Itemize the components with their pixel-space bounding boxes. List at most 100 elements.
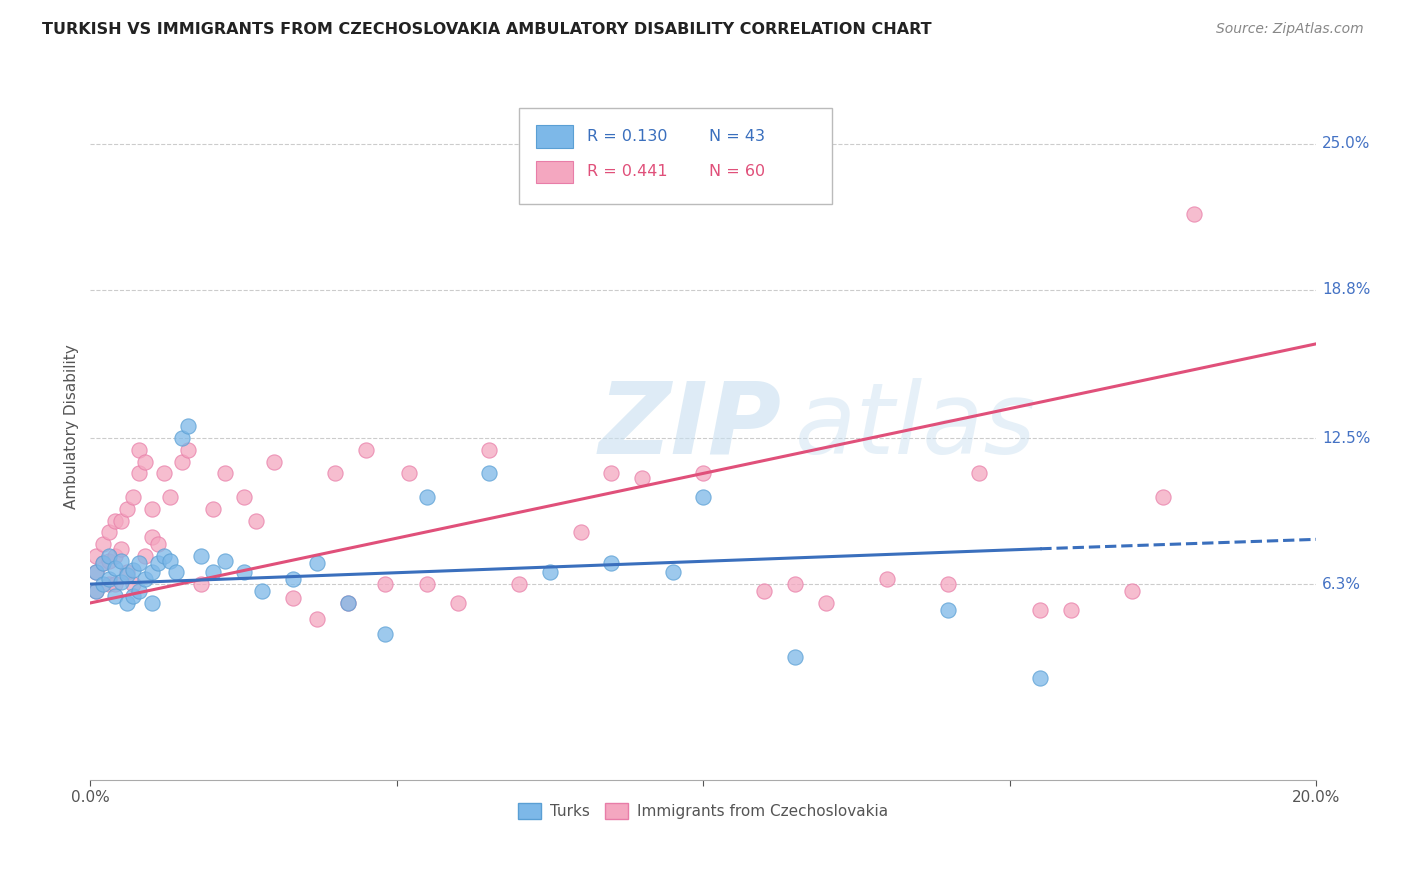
- Point: [661, 566, 683, 580]
- Point: [281, 573, 304, 587]
- Text: 25.0%: 25.0%: [1322, 136, 1371, 151]
- Point: [538, 566, 561, 580]
- Point: [122, 577, 145, 591]
- FancyBboxPatch shape: [537, 125, 574, 148]
- Point: [141, 566, 163, 580]
- Point: [91, 556, 114, 570]
- Point: [692, 490, 714, 504]
- Point: [134, 455, 156, 469]
- Point: [91, 537, 114, 551]
- Point: [416, 490, 439, 504]
- Point: [104, 577, 127, 591]
- Point: [232, 566, 254, 580]
- Point: [785, 577, 807, 591]
- Point: [141, 501, 163, 516]
- Point: [814, 596, 837, 610]
- Point: [104, 589, 127, 603]
- Point: [600, 467, 623, 481]
- Point: [245, 514, 267, 528]
- Point: [115, 566, 138, 580]
- Point: [104, 549, 127, 563]
- Point: [128, 556, 150, 570]
- Point: [190, 577, 212, 591]
- Point: [122, 490, 145, 504]
- Point: [1060, 603, 1083, 617]
- FancyBboxPatch shape: [519, 108, 832, 203]
- Point: [97, 525, 120, 540]
- Text: 6.3%: 6.3%: [1322, 576, 1361, 591]
- Point: [201, 566, 224, 580]
- Text: TURKISH VS IMMIGRANTS FROM CZECHOSLOVAKIA AMBULATORY DISABILITY CORRELATION CHAR: TURKISH VS IMMIGRANTS FROM CZECHOSLOVAKI…: [42, 22, 932, 37]
- Point: [325, 467, 347, 481]
- Point: [201, 501, 224, 516]
- Point: [97, 573, 120, 587]
- Text: ZIP: ZIP: [599, 378, 782, 475]
- Point: [97, 577, 120, 591]
- Point: [177, 442, 200, 457]
- Point: [122, 589, 145, 603]
- Point: [86, 549, 108, 563]
- Point: [141, 530, 163, 544]
- Point: [967, 467, 990, 481]
- Point: [631, 471, 654, 485]
- Point: [1029, 671, 1052, 685]
- Point: [104, 514, 127, 528]
- Point: [128, 467, 150, 481]
- Y-axis label: Ambulatory Disability: Ambulatory Disability: [65, 344, 79, 508]
- Point: [398, 467, 420, 481]
- Point: [336, 596, 359, 610]
- Point: [110, 574, 132, 589]
- Point: [97, 549, 120, 563]
- Point: [1152, 490, 1174, 504]
- Text: 12.5%: 12.5%: [1322, 431, 1371, 446]
- Point: [447, 596, 470, 610]
- Point: [172, 431, 194, 445]
- Point: [214, 553, 236, 567]
- Point: [141, 596, 163, 610]
- Point: [110, 553, 132, 567]
- Point: [122, 563, 145, 577]
- Point: [508, 577, 530, 591]
- Point: [190, 549, 212, 563]
- Point: [373, 626, 395, 640]
- Point: [1182, 207, 1205, 221]
- Text: R = 0.130: R = 0.130: [586, 129, 668, 145]
- Point: [110, 514, 132, 528]
- Point: [86, 566, 108, 580]
- Point: [115, 596, 138, 610]
- Point: [115, 567, 138, 582]
- Point: [938, 603, 960, 617]
- Point: [1121, 584, 1143, 599]
- Point: [307, 612, 329, 626]
- Point: [336, 596, 359, 610]
- Point: [91, 577, 114, 591]
- Point: [165, 566, 187, 580]
- Point: [128, 584, 150, 599]
- Point: [232, 490, 254, 504]
- Point: [876, 573, 898, 587]
- Point: [86, 584, 108, 599]
- Point: [115, 501, 138, 516]
- FancyBboxPatch shape: [537, 161, 574, 183]
- Point: [86, 566, 108, 580]
- Point: [307, 556, 329, 570]
- Point: [785, 650, 807, 665]
- Point: [172, 455, 194, 469]
- Point: [281, 591, 304, 606]
- Text: N = 43: N = 43: [710, 129, 765, 145]
- Point: [938, 577, 960, 591]
- Point: [91, 556, 114, 570]
- Legend: Turks, Immigrants from Czechoslovakia: Turks, Immigrants from Czechoslovakia: [512, 797, 894, 825]
- Point: [1029, 603, 1052, 617]
- Point: [104, 560, 127, 574]
- Text: atlas: atlas: [796, 378, 1036, 475]
- Text: Source: ZipAtlas.com: Source: ZipAtlas.com: [1216, 22, 1364, 37]
- Point: [478, 467, 501, 481]
- Point: [159, 553, 181, 567]
- Point: [263, 455, 285, 469]
- Text: R = 0.441: R = 0.441: [586, 164, 668, 179]
- Point: [214, 467, 236, 481]
- Point: [153, 467, 176, 481]
- Point: [146, 537, 169, 551]
- Point: [754, 584, 776, 599]
